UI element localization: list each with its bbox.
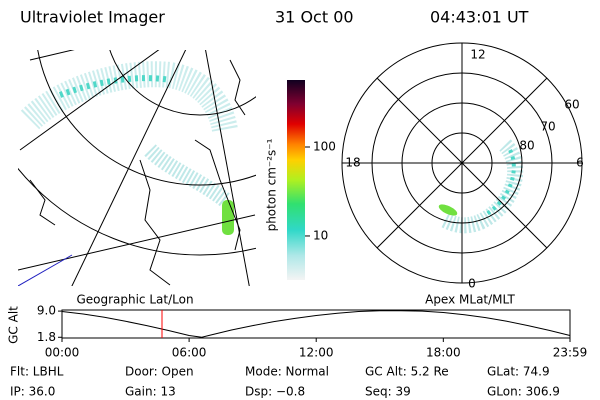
colorbar-tick-label: 100 bbox=[313, 139, 336, 153]
date: 31 Oct 00 bbox=[275, 8, 354, 27]
y-axis-label: GC Alt bbox=[7, 306, 21, 344]
status-field: Door: Open bbox=[125, 365, 194, 379]
title: Ultraviolet Imager bbox=[20, 8, 165, 27]
x-tick-label: 18:00 bbox=[426, 346, 461, 360]
x-tick-label: 00:00 bbox=[45, 346, 80, 360]
status-field: IP: 36.0 bbox=[10, 385, 55, 399]
time: 04:43:01 UT bbox=[430, 8, 529, 27]
mlt-label: 0 bbox=[468, 277, 476, 291]
geographic-map bbox=[18, 50, 256, 286]
y-tick-label: 9.0 bbox=[37, 304, 56, 318]
alt-line bbox=[61, 310, 571, 338]
colorbar bbox=[287, 80, 305, 280]
colorbar-tick-label: 10 bbox=[313, 228, 328, 242]
status-field: GLon: 306.9 bbox=[487, 385, 560, 399]
status-field: Mode: Normal bbox=[245, 365, 329, 379]
status-field: Seq: 39 bbox=[365, 385, 411, 399]
polar-plot bbox=[341, 42, 583, 284]
status-field: Flt: LBHL bbox=[10, 365, 64, 379]
x-tick-label: 23:59 bbox=[553, 346, 588, 360]
x-tick-label: 06:00 bbox=[172, 346, 207, 360]
mlt-label: 6 bbox=[576, 156, 584, 170]
mlt-label: 12 bbox=[470, 48, 485, 62]
status-field: Dsp: −0.8 bbox=[245, 385, 305, 399]
lat-label: 80 bbox=[519, 139, 534, 153]
colorbar-label: photon cm⁻²s⁻¹ bbox=[265, 138, 279, 231]
status-field: GLat: 74.9 bbox=[487, 365, 550, 379]
status-field: GC Alt: 5.2 Re bbox=[365, 365, 449, 379]
panel-label: Geographic Lat/Lon bbox=[76, 293, 193, 307]
y-tick-label: 1.8 bbox=[37, 330, 56, 344]
lat-label: 60 bbox=[564, 98, 579, 112]
mlt-label: 18 bbox=[345, 156, 360, 170]
status-field: Gain: 13 bbox=[125, 385, 176, 399]
lat-label: 70 bbox=[540, 120, 555, 134]
panel-label: Apex MLat/MLT bbox=[425, 293, 515, 307]
x-tick-label: 12:00 bbox=[299, 346, 334, 360]
